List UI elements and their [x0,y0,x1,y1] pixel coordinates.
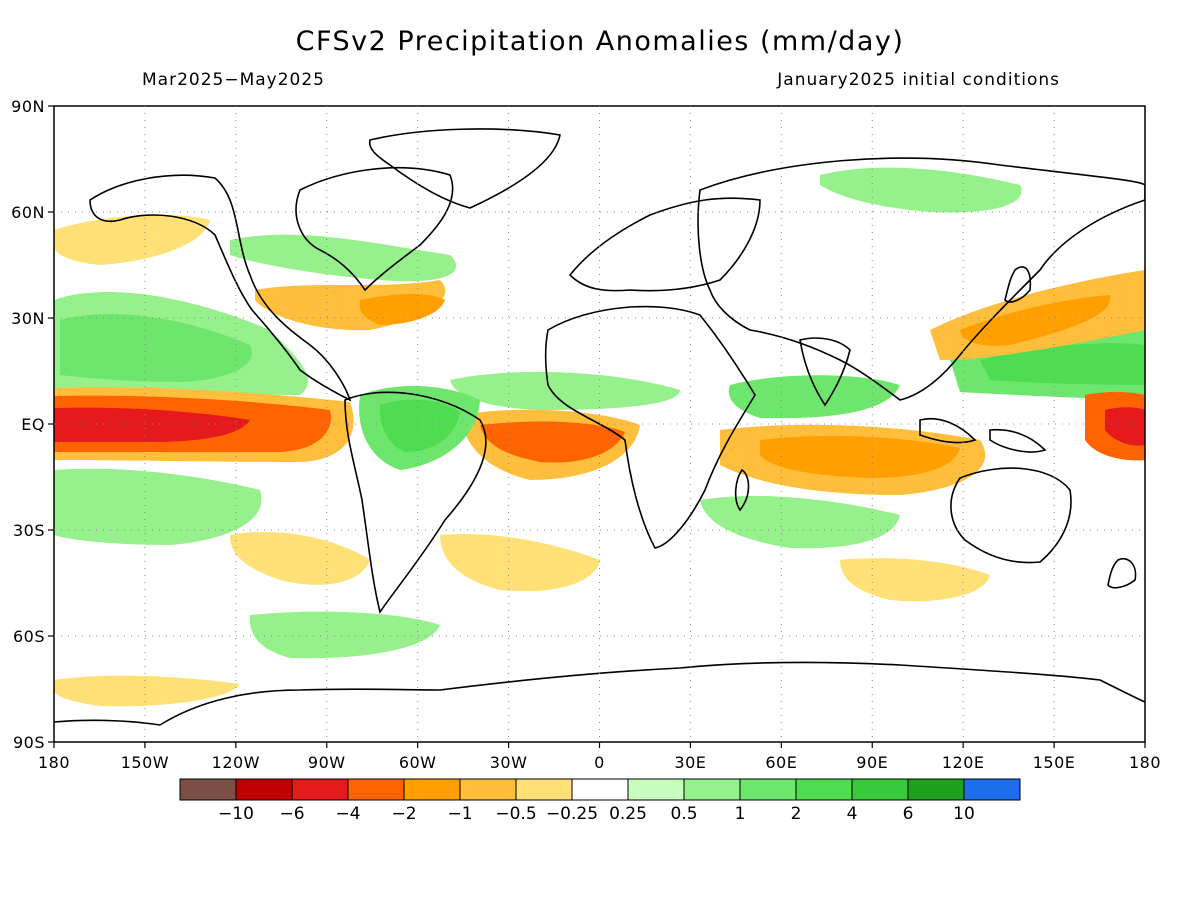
colorbar-label: 6 [903,804,914,824]
asia-coast [697,157,1145,401]
colorbar-swatch [571,778,629,801]
anomaly-region-africa-wet [450,371,680,410]
anomaly-region-spac-wet [54,468,262,545]
anomaly-region-kuroshio-dry-core [960,295,1111,346]
colorbar-label: −6 [279,804,304,824]
longitude-axis: 180 150W 120W 90W 60W 30W 0 30E 60E 90E 120E 150E 18… [38,742,1161,772]
colorbar-label: −1 [447,804,472,824]
anomaly-region-natl-dry-core [359,294,445,325]
lat-tick-label: 90N [11,97,45,116]
anomaly-region-npac-wet-core [60,314,252,382]
lon-tick-label: 30W [490,753,528,772]
lon-tick-label: 0 [594,753,605,772]
anomaly-region-dateline-dry-core [1105,407,1145,446]
colorbar-swatch [235,778,293,801]
anomaly-region-nh-highlat-wet [230,234,457,282]
anomaly-region-indian-wet [728,375,900,419]
anomaly-region-indian-dry-core [760,435,960,478]
anomaly-region-sind-wet [700,495,900,549]
colorbar-label: 0.25 [609,804,647,824]
new-zealand-coast [1107,558,1137,589]
lon-tick-label: 60E [765,753,797,772]
colorbar-swatch [963,778,1021,801]
colorbar-label: −10 [218,804,254,824]
lat-tick-label: 30S [13,521,45,540]
colorbar-label: 10 [953,804,975,824]
initial-conditions: January2025 initial conditions [777,70,1060,90]
colorbar-label: −4 [335,804,360,824]
colorbar-label: −0.25 [546,804,598,824]
lon-tick-label: 150E [1033,753,1076,772]
lon-tick-label: 30E [674,753,706,772]
lat-tick-label: 60S [13,627,45,646]
colorbar-swatch [291,778,349,801]
lon-tick-label: 180 [1129,753,1161,772]
lon-tick-label: 120E [942,753,985,772]
madagascar-coast [734,468,750,512]
lon-tick-label: 120W [212,753,260,772]
colorbar-swatch [627,778,685,801]
anomaly-region-antarctic-dry [54,675,240,707]
lat-tick-label: EQ [21,415,45,434]
north-america-coast [89,167,454,402]
colorbar-label: 4 [847,804,858,824]
lon-tick-label: 60W [399,753,437,772]
japan-coast [1004,266,1032,303]
colorbar-swatch [459,778,517,801]
colorbar-swatch [739,778,797,801]
lon-tick-label: 180 [38,753,70,772]
colorbar: −10 −6 −4 −2 −1 −0.5 −0.25 0.25 0.5 1 2 4 6 10 [179,778,1021,824]
colorbar-label: −0.5 [495,804,536,824]
colorbar-swatch [347,778,405,801]
colorbar-label: −2 [391,804,416,824]
anomaly-region-eurasia-wet [820,167,1022,213]
colorbar-swatch [795,778,853,801]
europe-coast [568,197,761,292]
anomaly-region-amazon-wet-core [379,399,460,452]
anomaly-region-so-wet [249,611,440,659]
lat-tick-label: 90S [13,733,45,752]
antarctica-coast [54,661,1145,726]
maritime-continent-coast [919,417,1047,453]
africa-coast [544,305,756,549]
latitude-axis: 90N 60N 30N EQ 30S 60S 90S [11,97,54,752]
anomaly-region-satl-dry [440,534,600,592]
colorbar-swatch [683,778,741,801]
lon-tick-label: 150W [121,753,169,772]
greenland-coast [368,128,561,209]
colorbar-swatch [907,778,965,801]
anomaly-region-eqatl-dry-core [480,421,625,463]
anomaly-region-sind-dry [840,558,990,602]
lat-tick-label: 60N [11,203,45,222]
colorbar-label: 0.5 [670,804,697,824]
anomaly-region-spac-dry [230,531,370,585]
colorbar-label: 2 [791,804,802,824]
india-coast [799,337,851,407]
anomaly-region-wpac-wet-core [980,343,1145,385]
lon-tick-label: 90W [308,753,346,772]
lon-tick-label: 90E [856,753,888,772]
graticule [54,106,1145,742]
map-title: CFSv2 Precipitation Anomalies (mm/day) [295,26,905,57]
anomaly-region-alaska-dry [54,214,210,265]
forecast-period: Mar2025−May2025 [142,70,325,90]
colorbar-swatch [851,778,909,801]
anomaly-region-eqpac-dry-core [54,407,250,442]
colorbar-swatch [403,778,461,801]
south-america-coast [344,391,487,614]
lat-tick-label: 30N [11,309,45,328]
colorbar-label: 1 [735,804,746,824]
colorbar-swatch [179,778,237,801]
colorbar-swatch [515,778,573,801]
